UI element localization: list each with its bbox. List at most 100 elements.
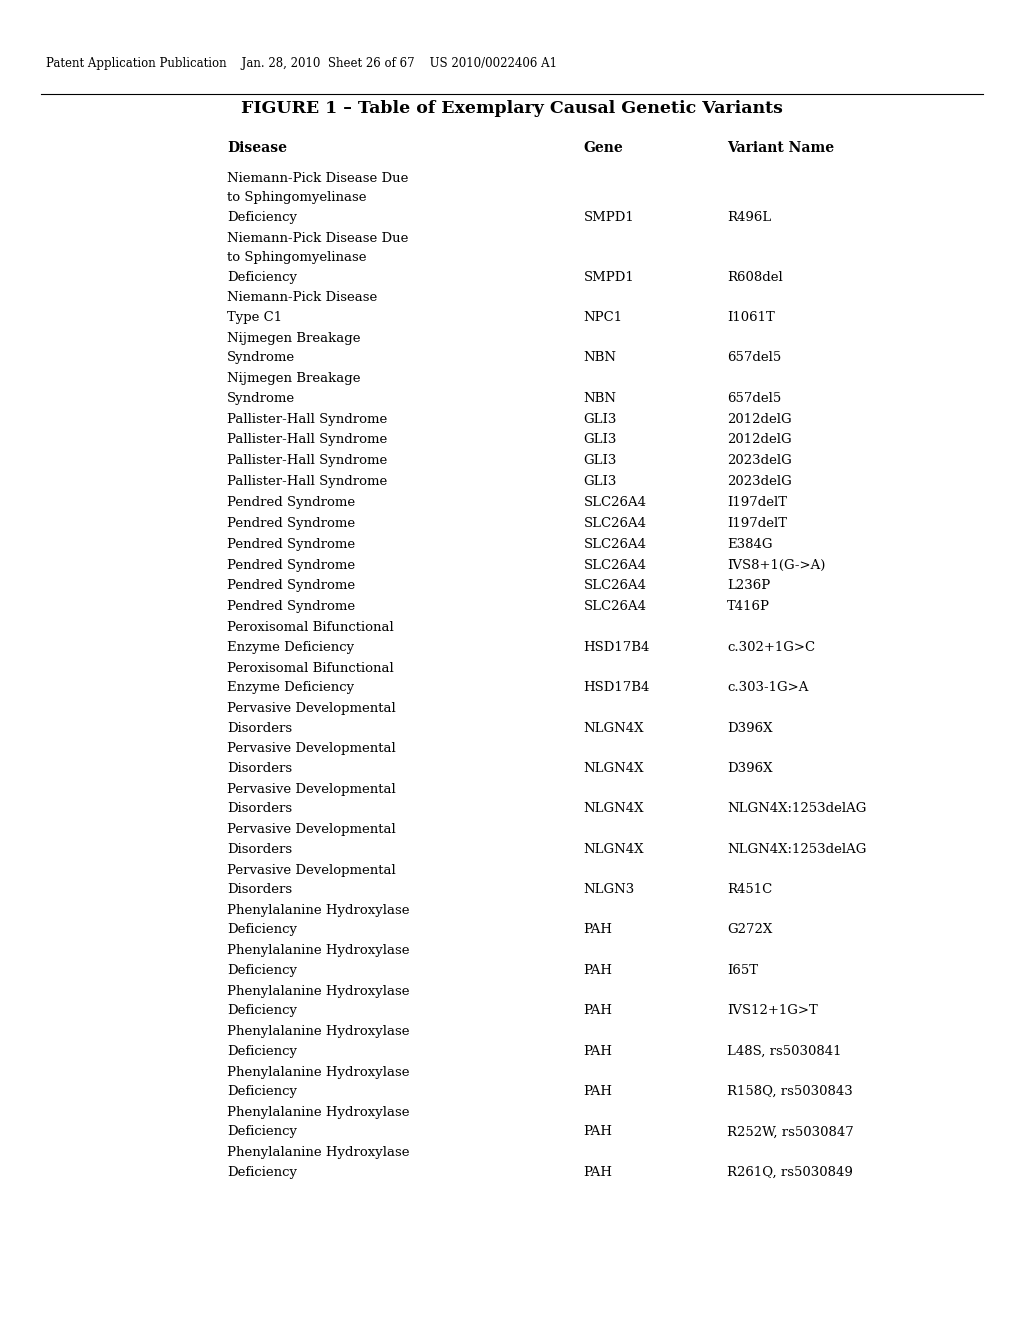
- Text: Pallister-Hall Syndrome: Pallister-Hall Syndrome: [227, 433, 387, 446]
- Text: NBN: NBN: [584, 351, 616, 364]
- Text: Syndrome: Syndrome: [227, 351, 296, 364]
- Text: SLC26A4: SLC26A4: [584, 517, 647, 529]
- Text: Phenylalanine Hydroxylase: Phenylalanine Hydroxylase: [227, 1065, 410, 1078]
- Text: Pallister-Hall Syndrome: Pallister-Hall Syndrome: [227, 454, 387, 467]
- Text: R252W, rs5030847: R252W, rs5030847: [727, 1126, 854, 1138]
- Text: I197delT: I197delT: [727, 496, 787, 510]
- Text: Pervasive Developmental: Pervasive Developmental: [227, 863, 396, 876]
- Text: PAH: PAH: [584, 924, 612, 936]
- Text: Patent Application Publication    Jan. 28, 2010  Sheet 26 of 67    US 2010/00224: Patent Application Publication Jan. 28, …: [46, 57, 557, 70]
- Text: G272X: G272X: [727, 924, 772, 936]
- Text: 2023delG: 2023delG: [727, 475, 792, 488]
- Text: D396X: D396X: [727, 762, 772, 775]
- Text: NLGN3: NLGN3: [584, 883, 635, 896]
- Text: Pervasive Developmental: Pervasive Developmental: [227, 742, 396, 755]
- Text: Pendred Syndrome: Pendred Syndrome: [227, 601, 355, 614]
- Text: c.302+1G>C: c.302+1G>C: [727, 640, 815, 653]
- Text: NLGN4X: NLGN4X: [584, 762, 644, 775]
- Text: Disorders: Disorders: [227, 762, 293, 775]
- Text: I1061T: I1061T: [727, 312, 775, 323]
- Text: R496L: R496L: [727, 211, 771, 223]
- Text: NLGN4X: NLGN4X: [584, 842, 644, 855]
- Text: NPC1: NPC1: [584, 312, 623, 323]
- Text: Pallister-Hall Syndrome: Pallister-Hall Syndrome: [227, 413, 387, 425]
- Text: L48S, rs5030841: L48S, rs5030841: [727, 1044, 842, 1057]
- Text: R158Q, rs5030843: R158Q, rs5030843: [727, 1085, 853, 1098]
- Text: Nijmegen Breakage: Nijmegen Breakage: [227, 331, 360, 345]
- Text: HSD17B4: HSD17B4: [584, 640, 650, 653]
- Text: Deficiency: Deficiency: [227, 1126, 297, 1138]
- Text: Deficiency: Deficiency: [227, 271, 297, 284]
- Text: PAH: PAH: [584, 1005, 612, 1018]
- Text: Disorders: Disorders: [227, 803, 293, 816]
- Text: Deficiency: Deficiency: [227, 1085, 297, 1098]
- Text: L236P: L236P: [727, 579, 770, 593]
- Text: SLC26A4: SLC26A4: [584, 558, 647, 572]
- Text: Disorders: Disorders: [227, 842, 293, 855]
- Text: Disorders: Disorders: [227, 883, 293, 896]
- Text: Enzyme Deficiency: Enzyme Deficiency: [227, 681, 354, 694]
- Text: E384G: E384G: [727, 537, 772, 550]
- Text: NBN: NBN: [584, 392, 616, 405]
- Text: Pendred Syndrome: Pendred Syndrome: [227, 496, 355, 510]
- Text: Phenylalanine Hydroxylase: Phenylalanine Hydroxylase: [227, 1106, 410, 1119]
- Text: PAH: PAH: [584, 964, 612, 977]
- Text: Pervasive Developmental: Pervasive Developmental: [227, 783, 396, 796]
- Text: Pervasive Developmental: Pervasive Developmental: [227, 702, 396, 715]
- Text: PAH: PAH: [584, 1085, 612, 1098]
- Text: 657del5: 657del5: [727, 392, 781, 405]
- Text: PAH: PAH: [584, 1126, 612, 1138]
- Text: Phenylalanine Hydroxylase: Phenylalanine Hydroxylase: [227, 944, 410, 957]
- Text: I197delT: I197delT: [727, 517, 787, 529]
- Text: Variant Name: Variant Name: [727, 141, 835, 156]
- Text: GLI3: GLI3: [584, 454, 617, 467]
- Text: Phenylalanine Hydroxylase: Phenylalanine Hydroxylase: [227, 1026, 410, 1038]
- Text: Deficiency: Deficiency: [227, 924, 297, 936]
- Text: I65T: I65T: [727, 964, 758, 977]
- Text: to Sphingomyelinase: to Sphingomyelinase: [227, 191, 367, 205]
- Text: Peroxisomal Bifunctional: Peroxisomal Bifunctional: [227, 622, 394, 634]
- Text: Phenylalanine Hydroxylase: Phenylalanine Hydroxylase: [227, 1146, 410, 1159]
- Text: SMPD1: SMPD1: [584, 211, 635, 223]
- Text: Syndrome: Syndrome: [227, 392, 296, 405]
- Text: R608del: R608del: [727, 271, 782, 284]
- Text: Phenylalanine Hydroxylase: Phenylalanine Hydroxylase: [227, 985, 410, 998]
- Text: Deficiency: Deficiency: [227, 964, 297, 977]
- Text: Disease: Disease: [227, 141, 288, 156]
- Text: HSD17B4: HSD17B4: [584, 681, 650, 694]
- Text: Niemann-Pick Disease Due: Niemann-Pick Disease Due: [227, 172, 409, 185]
- Text: Pendred Syndrome: Pendred Syndrome: [227, 558, 355, 572]
- Text: c.303-1G>A: c.303-1G>A: [727, 681, 808, 694]
- Text: GLI3: GLI3: [584, 433, 617, 446]
- Text: SMPD1: SMPD1: [584, 271, 635, 284]
- Text: T416P: T416P: [727, 601, 770, 614]
- Text: Deficiency: Deficiency: [227, 211, 297, 223]
- Text: GLI3: GLI3: [584, 475, 617, 488]
- Text: NLGN4X: NLGN4X: [584, 803, 644, 816]
- Text: Nijmegen Breakage: Nijmegen Breakage: [227, 372, 360, 385]
- Text: SLC26A4: SLC26A4: [584, 496, 647, 510]
- Text: Niemann-Pick Disease: Niemann-Pick Disease: [227, 292, 378, 305]
- Text: Pendred Syndrome: Pendred Syndrome: [227, 537, 355, 550]
- Text: NLGN4X: NLGN4X: [584, 722, 644, 734]
- Text: NLGN4X:1253delAG: NLGN4X:1253delAG: [727, 842, 866, 855]
- Text: R261Q, rs5030849: R261Q, rs5030849: [727, 1166, 853, 1179]
- Text: Enzyme Deficiency: Enzyme Deficiency: [227, 640, 354, 653]
- Text: to Sphingomyelinase: to Sphingomyelinase: [227, 251, 367, 264]
- Text: Deficiency: Deficiency: [227, 1005, 297, 1018]
- Text: GLI3: GLI3: [584, 413, 617, 425]
- Text: NLGN4X:1253delAG: NLGN4X:1253delAG: [727, 803, 866, 816]
- Text: R451C: R451C: [727, 883, 772, 896]
- Text: 2012delG: 2012delG: [727, 433, 792, 446]
- Text: Deficiency: Deficiency: [227, 1166, 297, 1179]
- Text: 2023delG: 2023delG: [727, 454, 792, 467]
- Text: Pallister-Hall Syndrome: Pallister-Hall Syndrome: [227, 475, 387, 488]
- Text: SLC26A4: SLC26A4: [584, 601, 647, 614]
- Text: IVS12+1G>T: IVS12+1G>T: [727, 1005, 818, 1018]
- Text: 2012delG: 2012delG: [727, 413, 792, 425]
- Text: Gene: Gene: [584, 141, 624, 156]
- Text: Pervasive Developmental: Pervasive Developmental: [227, 824, 396, 836]
- Text: Pendred Syndrome: Pendred Syndrome: [227, 517, 355, 529]
- Text: Pendred Syndrome: Pendred Syndrome: [227, 579, 355, 593]
- Text: SLC26A4: SLC26A4: [584, 579, 647, 593]
